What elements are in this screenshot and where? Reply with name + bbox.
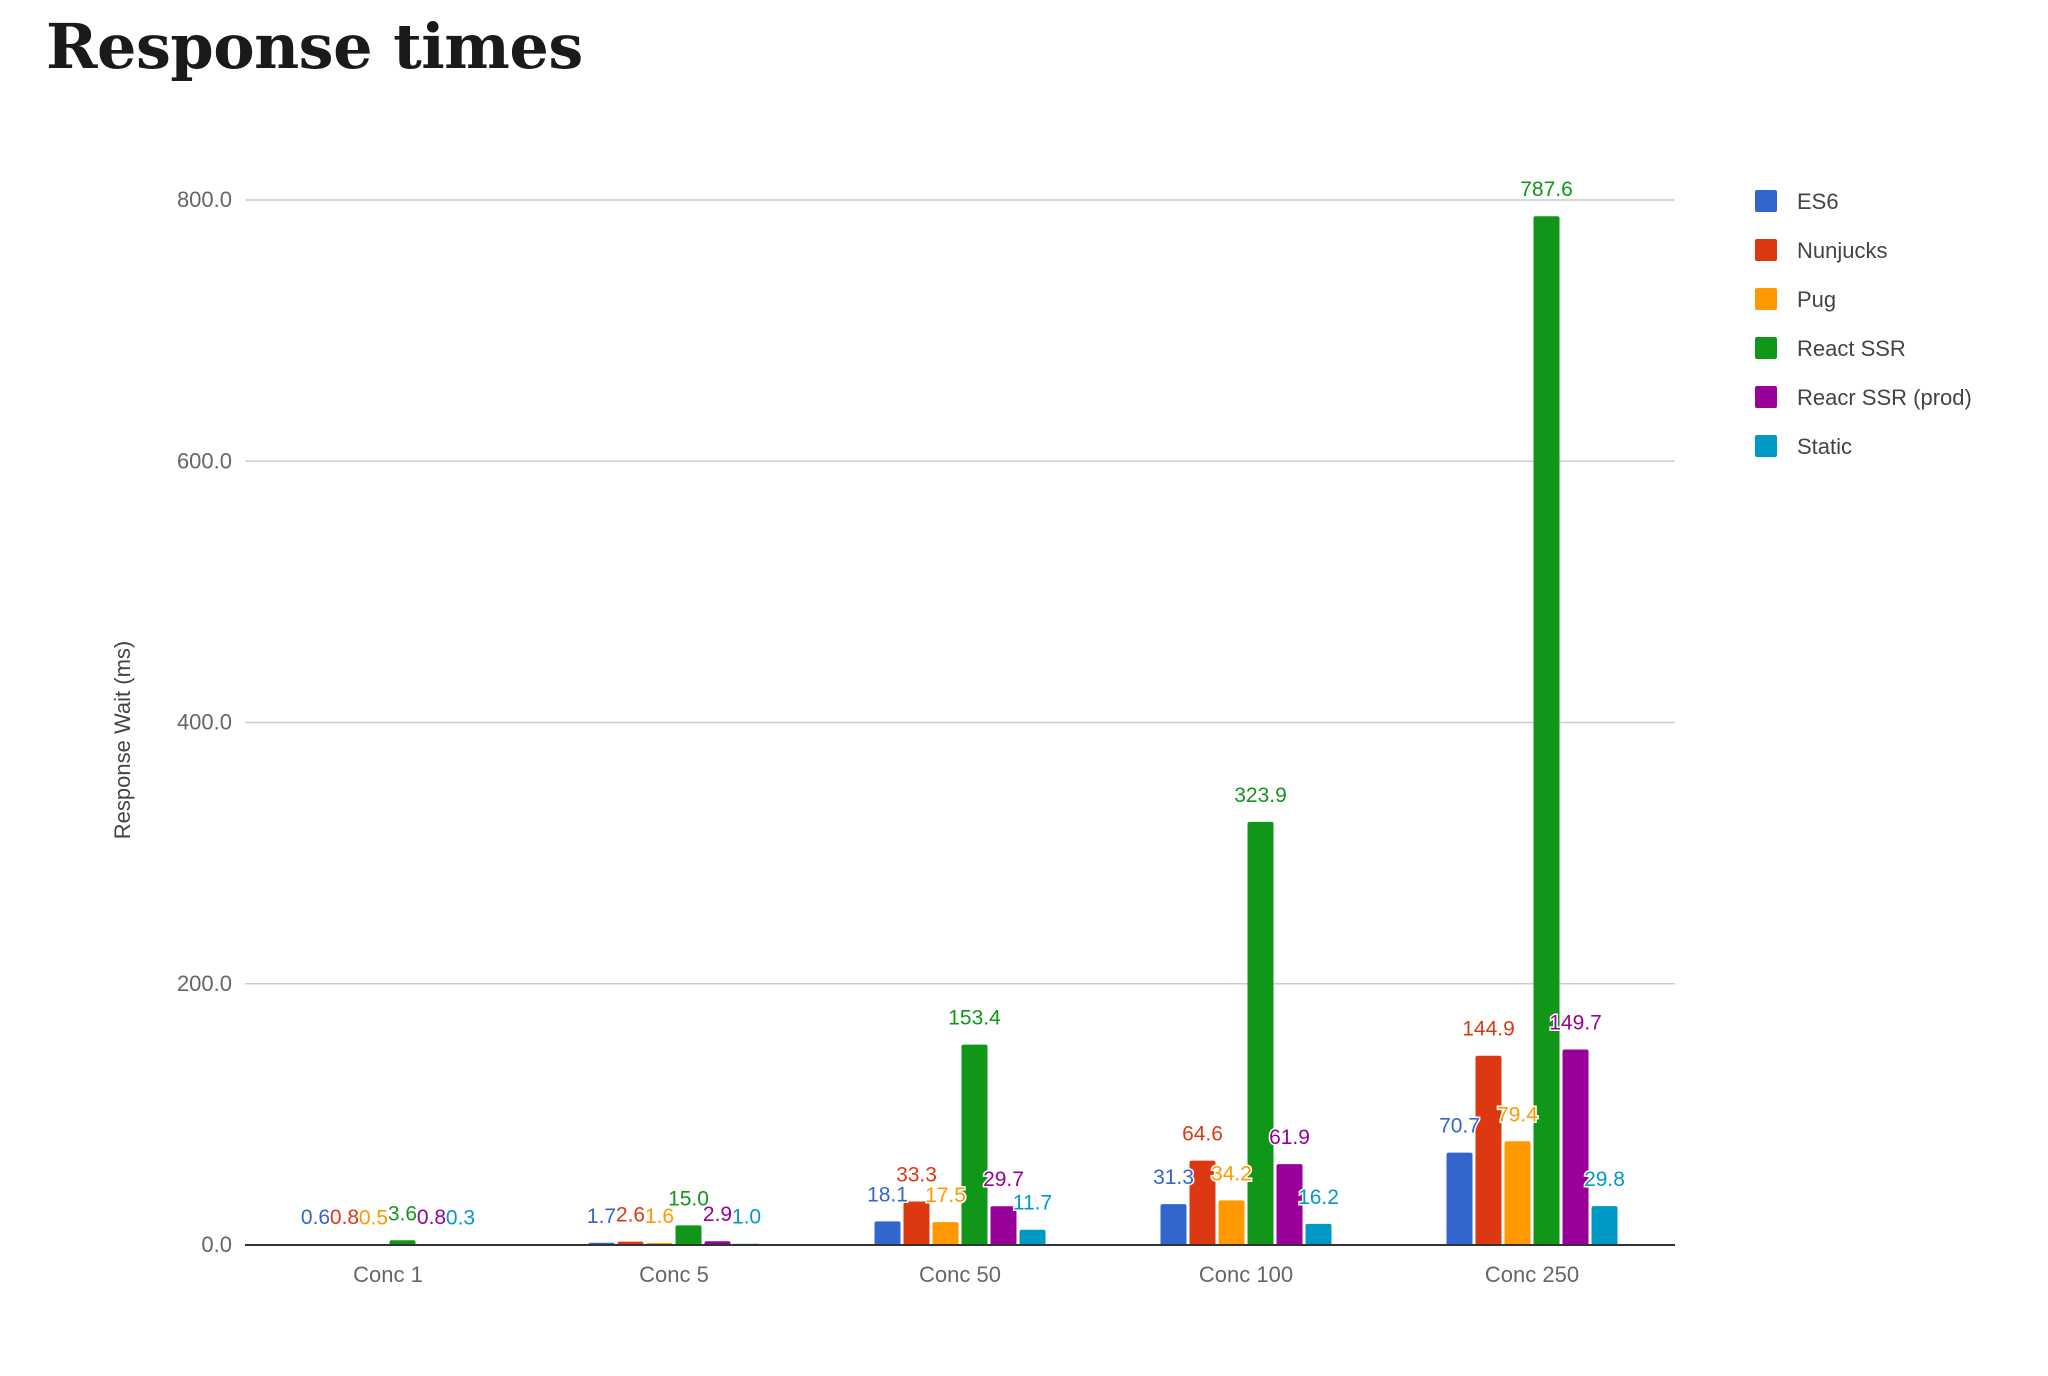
- legend-swatch: [1755, 190, 1777, 212]
- data-label: 17.5: [925, 1184, 966, 1207]
- legend-label: Nunjucks: [1797, 238, 1887, 263]
- bar-react-ssr: [389, 1240, 416, 1245]
- data-label: 323.9: [1234, 784, 1287, 807]
- legend-label: React SSR: [1797, 336, 1906, 361]
- legend-label: ES6: [1797, 189, 1839, 214]
- y-tick-label: 800.0: [177, 187, 232, 212]
- x-tick-label: Conc 50: [919, 1262, 1001, 1287]
- y-axis-ticks: 0.0 200.0 400.0 600.0 800.0: [177, 187, 232, 1257]
- data-labels: 0.6 0.8 0.5 3.6 0.8 0.3 1.7 2.6 1.615.02.9 1.018.…: [299, 177, 1626, 1231]
- legend: ES6 Nunjucks Pug React SSR Reacr SSR (prod) S…: [1755, 189, 1972, 459]
- bar-nunjucks: [903, 1201, 930, 1245]
- bar-pug: [1504, 1141, 1531, 1245]
- legend-label: Static: [1797, 434, 1852, 459]
- bar-es6: [1160, 1204, 1187, 1245]
- data-label: 0.5: [359, 1206, 388, 1229]
- y-axis-label: Response Wait (ms): [110, 641, 135, 839]
- bar-pug: [1218, 1200, 1245, 1245]
- data-label: 1.6: [645, 1205, 674, 1228]
- legend-swatch: [1755, 337, 1777, 359]
- bar-reacr-ssr-prod-: [1562, 1049, 1589, 1245]
- data-label: 16.2: [1298, 1186, 1339, 1209]
- y-tick-label: 0.0: [201, 1232, 232, 1257]
- data-label: 787.6: [1520, 178, 1573, 201]
- legend-swatch: [1755, 288, 1777, 310]
- bar-pug: [932, 1222, 959, 1245]
- x-tick-label: Conc 1: [353, 1262, 423, 1287]
- data-label: 29.7: [983, 1168, 1024, 1191]
- bar-react-ssr: [675, 1225, 702, 1245]
- bar-static: [1305, 1223, 1332, 1245]
- data-label: 70.7: [1439, 1115, 1480, 1138]
- data-label: 2.6: [616, 1204, 645, 1227]
- data-label: 79.4: [1497, 1103, 1538, 1126]
- gridlines: [245, 199, 1675, 985]
- data-label: 0.8: [330, 1206, 359, 1229]
- bar-es6: [874, 1221, 901, 1245]
- y-tick-label: 200.0: [177, 971, 232, 996]
- data-label: 2.9: [703, 1203, 732, 1226]
- data-label: 1.7: [587, 1205, 616, 1228]
- data-label: 11.7: [1013, 1192, 1052, 1215]
- bars: [302, 216, 1618, 1245]
- data-label: 34.2: [1211, 1162, 1252, 1185]
- x-tick-label: Conc 250: [1485, 1262, 1579, 1287]
- data-label: 64.6: [1182, 1123, 1223, 1146]
- data-label: 15.0: [668, 1187, 709, 1210]
- data-label: 0.8: [417, 1206, 446, 1229]
- data-label: 33.3: [896, 1164, 937, 1187]
- bar-reacr-ssr-prod-: [990, 1206, 1017, 1245]
- data-label: 153.4: [948, 1007, 1001, 1030]
- page-title: Response times: [46, 10, 583, 83]
- data-label: 61.9: [1269, 1126, 1310, 1149]
- bar-react-ssr: [961, 1044, 988, 1245]
- y-tick-label: 600.0: [177, 448, 232, 473]
- legend-swatch: [1755, 239, 1777, 261]
- legend-swatch: [1755, 386, 1777, 408]
- x-axis-ticks: Conc 1 Conc 5 Conc 50 Conc 100 Conc 250: [353, 1262, 1579, 1287]
- bar-nunjucks: [1475, 1055, 1502, 1245]
- legend-label: Pug: [1797, 287, 1836, 312]
- data-label: 1.0: [732, 1206, 761, 1229]
- legend-swatch: [1755, 435, 1777, 457]
- data-label: 149.7: [1549, 1011, 1602, 1034]
- data-label: 29.8: [1584, 1168, 1625, 1191]
- bar-static: [1019, 1229, 1046, 1245]
- data-label: 3.6: [388, 1202, 417, 1225]
- bar-static: [1591, 1206, 1618, 1245]
- data-label: 18.1: [867, 1183, 908, 1206]
- legend-label: Reacr SSR (prod): [1797, 385, 1972, 410]
- data-label: 31.3: [1153, 1166, 1194, 1189]
- x-tick-label: Conc 5: [639, 1262, 709, 1287]
- data-label: 144.9: [1462, 1018, 1515, 1041]
- bar-react-ssr: [1247, 821, 1274, 1245]
- y-tick-label: 400.0: [177, 710, 232, 735]
- bar-react-ssr: [1533, 216, 1560, 1245]
- data-label: 0.3: [446, 1207, 475, 1230]
- data-label: 0.6: [301, 1206, 330, 1229]
- bar-nunjucks: [1189, 1160, 1216, 1245]
- x-tick-label: Conc 100: [1199, 1262, 1293, 1287]
- bar-reacr-ssr-prod-: [1276, 1164, 1303, 1245]
- bar-es6: [1446, 1152, 1473, 1245]
